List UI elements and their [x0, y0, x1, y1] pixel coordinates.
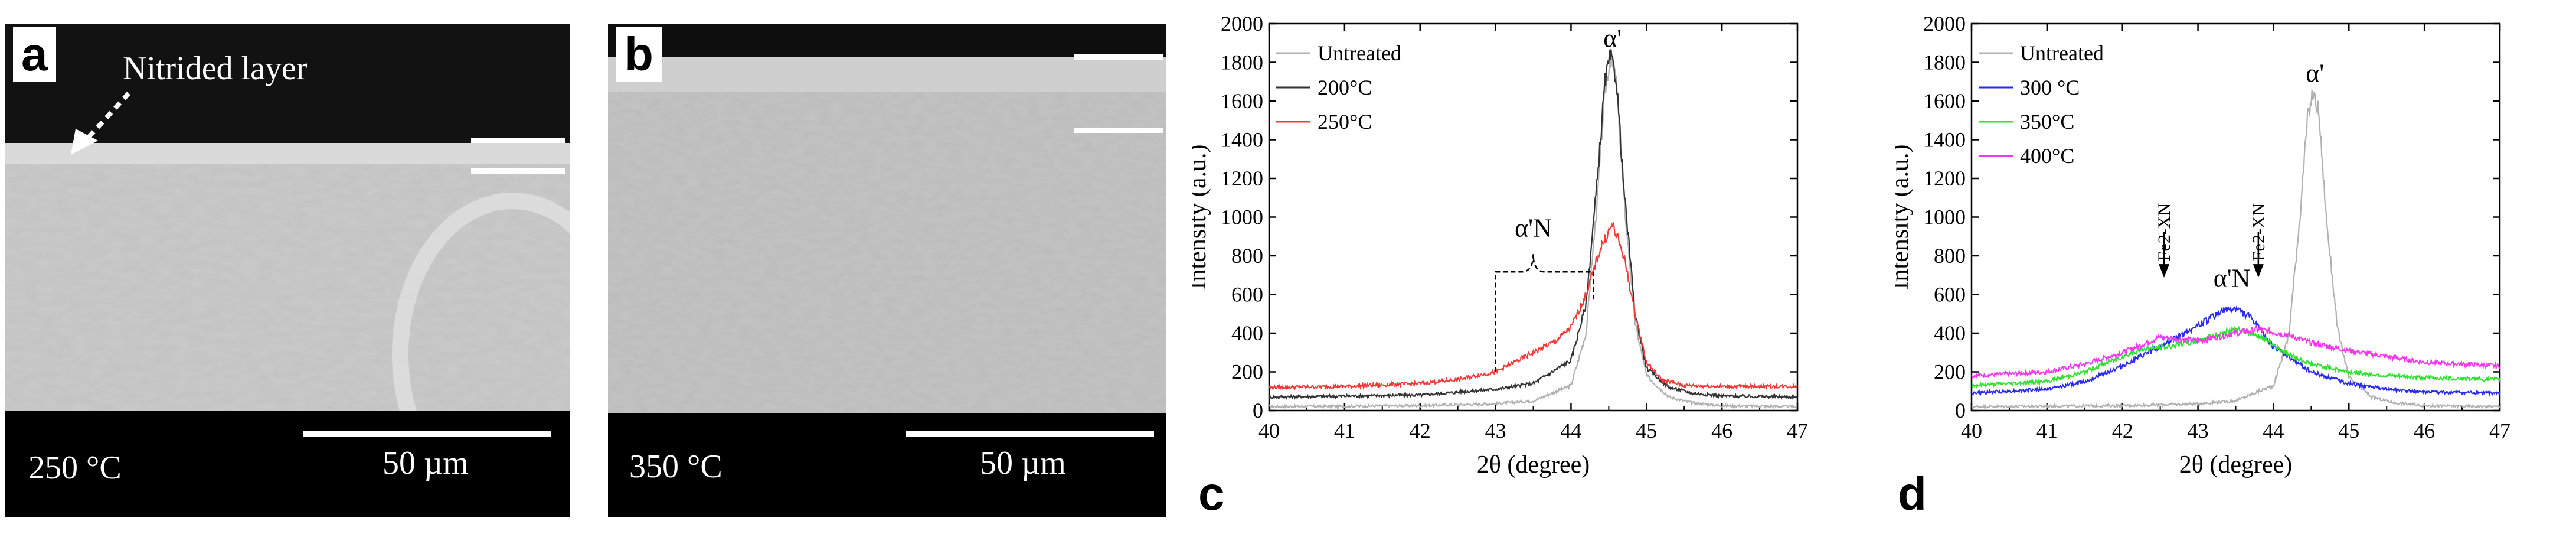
- panel-b-letter: b: [616, 27, 662, 82]
- series-line-400-c: [1970, 325, 2500, 380]
- x-tick-label: 47: [2489, 419, 2510, 442]
- x-tick-label: 42: [1410, 419, 1431, 442]
- x-tick-label: 43: [2188, 419, 2209, 442]
- x-tick-label: 40: [1258, 419, 1280, 442]
- x-tick-label: 45: [1636, 419, 1657, 442]
- panel-a: a Nitrided layer 250 °C 50 µm: [5, 24, 570, 517]
- legend-label: 400°C: [2020, 144, 2074, 168]
- y-tick-label: 200: [1934, 360, 1966, 384]
- x-tick-label: 40: [1961, 419, 1982, 442]
- y-tick-label: 1600: [1221, 89, 1263, 113]
- y-tick-label: 400: [1934, 321, 1966, 345]
- panel-a-scale-bar: [303, 431, 551, 437]
- alpha-prime-label: α': [2306, 58, 2324, 87]
- y-tick-label: 800: [1934, 244, 1966, 268]
- panel-b-temperature: 350 °C: [629, 448, 723, 485]
- x-tick-label: 47: [1787, 419, 1808, 442]
- y-tick-label: 2000: [1923, 12, 1966, 35]
- y-tick-label: 1000: [1923, 206, 1966, 229]
- x-tick-label: 43: [1485, 419, 1506, 442]
- nitrided-layer-label: Nitrided layer: [123, 50, 308, 87]
- panel-d-letter: d: [1898, 467, 1927, 520]
- legend-label: 300 °C: [2020, 76, 2080, 99]
- alpha-prime-label: α': [1603, 24, 1622, 53]
- y-tick-label: 200: [1231, 360, 1263, 384]
- x-tick-label: 44: [2263, 419, 2284, 442]
- y-tick-label: 600: [1231, 283, 1263, 307]
- series-line-350-c: [1971, 325, 2501, 389]
- panel-a-temperature: 250 °C: [28, 450, 122, 486]
- micrograph-b-texture: [608, 24, 1166, 517]
- y-tick-label: 1000: [1221, 206, 1263, 229]
- y-axis-label: Intensity (a.u.): [1192, 144, 1211, 289]
- panel-b: b 350 °C 50 µm: [608, 24, 1166, 517]
- fe2xn-arrowhead: [2159, 264, 2170, 278]
- series-line-300-c: [1971, 305, 2501, 398]
- panel-a-letter: a: [13, 27, 56, 82]
- panel-a-scale-label: 50 µm: [383, 445, 469, 481]
- xrd-chart-d: 40 41 42 43 44 45 46 47 0 200 400 600 800 1000 1200 140…: [1895, 12, 2510, 478]
- alpha-n-bracket: [1495, 254, 1595, 372]
- y-tick-label: 0: [1955, 399, 1966, 422]
- y-tick-label: 800: [1231, 244, 1263, 268]
- legend-label: Untreated: [2020, 41, 2104, 65]
- x-tick-label: 42: [2112, 419, 2133, 442]
- legend-label: 250°C: [1318, 110, 1372, 134]
- y-tick-label: 1200: [1221, 167, 1263, 190]
- x-tick-label: 46: [2414, 419, 2435, 442]
- x-tick-label: 46: [1711, 419, 1732, 442]
- y-tick-label: 2000: [1221, 12, 1263, 35]
- x-axis-label: 2θ (degree): [2179, 451, 2293, 478]
- y-tick-label: 1600: [1923, 89, 1966, 113]
- fe2xn-arrowhead: [2253, 264, 2264, 278]
- y-tick-label: 0: [1253, 399, 1263, 422]
- y-tick-label: 1400: [1923, 128, 1966, 152]
- x-tick-label: 44: [1560, 419, 1581, 442]
- series-line-untreated: [1269, 54, 1798, 410]
- legend-label: 350°C: [2020, 110, 2074, 134]
- y-tick-label: 600: [1934, 283, 1966, 307]
- xrd-chart-c: 40 41 42 43 44 45 46 47 0 200 400 600 800 1000 1200 140…: [1192, 12, 1808, 478]
- series-line-200-c: [1268, 49, 1798, 400]
- y-tick-label: 1800: [1221, 51, 1263, 74]
- alpha-n-label: α'N: [2214, 263, 2251, 292]
- panel-b-scale-bar: [906, 431, 1154, 437]
- series-line-250-c: [1269, 222, 1798, 391]
- x-tick-label: 41: [2036, 419, 2058, 442]
- micrograph-a: [5, 24, 570, 517]
- legend-label: 200°C: [1318, 76, 1372, 99]
- alpha-n-label: α'N: [1515, 213, 1552, 242]
- y-axis-label: Intensity (a.u.): [1895, 144, 1914, 289]
- micrograph-b: [608, 24, 1166, 517]
- x-tick-label: 45: [2338, 419, 2359, 442]
- y-tick-label: 1800: [1923, 51, 1966, 74]
- panel-c-letter: c: [1198, 467, 1225, 520]
- x-axis-label: 2θ (degree): [1477, 451, 1590, 478]
- y-tick-label: 400: [1231, 321, 1263, 345]
- legend-label: Untreated: [1318, 41, 1401, 65]
- panel-b-scale-label: 50 µm: [980, 445, 1066, 481]
- y-tick-label: 1400: [1221, 128, 1263, 152]
- micrograph-a-texture: [5, 24, 570, 517]
- x-tick-label: 41: [1334, 419, 1355, 442]
- series-line-untreated: [1971, 89, 2500, 409]
- y-tick-label: 1200: [1923, 167, 1966, 190]
